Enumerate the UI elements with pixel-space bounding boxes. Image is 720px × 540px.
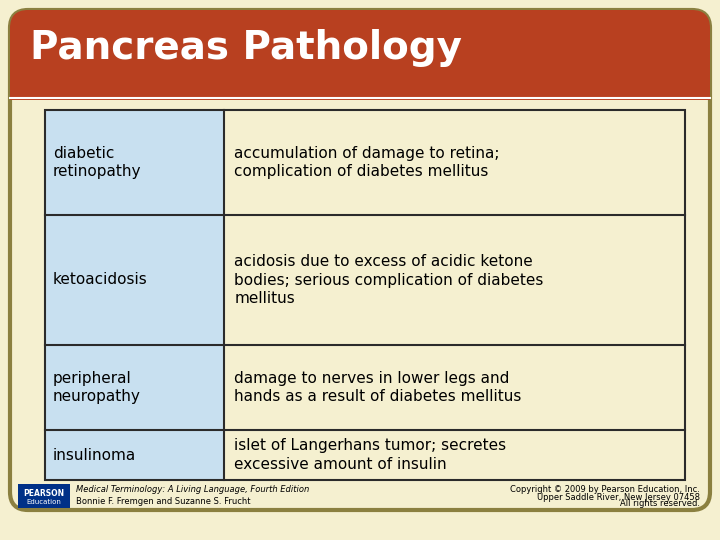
Text: Copyright © 2009 by Pearson Education, Inc.: Copyright © 2009 by Pearson Education, I… bbox=[510, 485, 700, 495]
FancyBboxPatch shape bbox=[10, 10, 710, 100]
Text: accumulation of damage to retina;
complication of diabetes mellitus: accumulation of damage to retina; compli… bbox=[234, 146, 500, 179]
Bar bbox=[45, 215, 224, 345]
Bar bbox=[224, 215, 685, 345]
Text: Education: Education bbox=[27, 499, 61, 505]
Bar bbox=[224, 345, 685, 430]
Text: PEARSON: PEARSON bbox=[24, 489, 65, 497]
Text: All rights reserved.: All rights reserved. bbox=[620, 500, 700, 509]
Text: damage to nerves in lower legs and
hands as a result of diabetes mellitus: damage to nerves in lower legs and hands… bbox=[234, 370, 521, 404]
Text: ketoacidosis: ketoacidosis bbox=[53, 273, 148, 287]
Text: Medical Terminology: A Living Language, Fourth Edition: Medical Terminology: A Living Language, … bbox=[76, 485, 310, 495]
Bar bbox=[45, 110, 224, 215]
FancyBboxPatch shape bbox=[10, 10, 710, 510]
Bar bbox=[224, 110, 685, 215]
Text: Pancreas Pathology: Pancreas Pathology bbox=[30, 29, 462, 67]
Bar bbox=[45, 110, 685, 480]
Text: Upper Saddle River, New Jersey 07458: Upper Saddle River, New Jersey 07458 bbox=[537, 492, 700, 502]
Text: diabetic
retinopathy: diabetic retinopathy bbox=[53, 146, 142, 179]
Bar bbox=[10, 55, 710, 100]
Bar bbox=[45, 430, 224, 480]
Bar bbox=[45, 345, 224, 430]
Bar bbox=[18, 484, 70, 508]
Bar bbox=[224, 430, 685, 480]
Text: insulinoma: insulinoma bbox=[53, 448, 136, 462]
Text: acidosis due to excess of acidic ketone
bodies; serious complication of diabetes: acidosis due to excess of acidic ketone … bbox=[234, 254, 544, 306]
Text: peripheral
neuropathy: peripheral neuropathy bbox=[53, 370, 141, 404]
Text: islet of Langerhans tumor; secretes
excessive amount of insulin: islet of Langerhans tumor; secretes exce… bbox=[234, 438, 506, 472]
Text: Bonnie F. Fremgen and Suzanne S. Frucht: Bonnie F. Fremgen and Suzanne S. Frucht bbox=[76, 496, 251, 505]
